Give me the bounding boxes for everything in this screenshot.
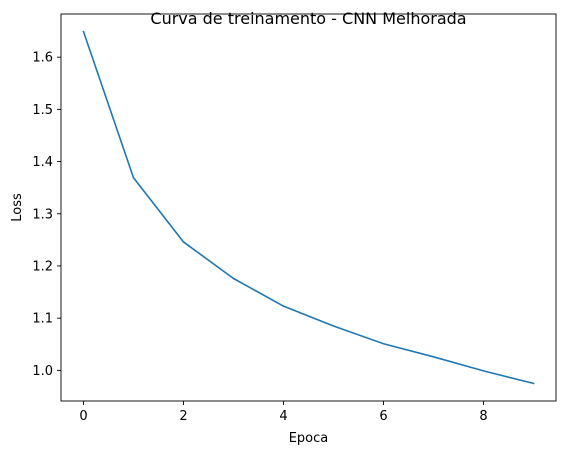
tick-group: 0 2 4 6 8 1.0 1.1 1.2 1.3 1.4 1.5 1.6 (32, 51, 487, 424)
x-tick-label: 4 (279, 409, 287, 424)
data-point (532, 382, 535, 385)
x-tick-label: 2 (179, 409, 187, 424)
y-tick-label: 1.0 (32, 364, 53, 379)
data-point-group (82, 30, 535, 385)
y-tick-label: 1.4 (32, 155, 53, 170)
y-tick-label: 1.2 (32, 259, 53, 274)
data-point (332, 325, 335, 327)
data-point (482, 370, 485, 372)
data-point (132, 176, 135, 179)
data-point (182, 241, 185, 243)
y-tick-label: 1.1 (32, 312, 53, 327)
plot-frame (60, 13, 557, 402)
x-tick-label: 6 (379, 409, 387, 424)
x-axis-label: Epoca (289, 431, 329, 446)
y-tick-label: 1.5 (32, 103, 53, 118)
data-point (382, 342, 385, 345)
x-tick-label: 0 (79, 409, 87, 424)
y-axis-label: Loss (10, 193, 25, 222)
data-point (282, 305, 285, 307)
y-tick-label: 1.3 (32, 207, 53, 222)
y-tick-label: 1.6 (32, 51, 53, 66)
data-point (232, 277, 235, 280)
x-tick-label: 8 (479, 409, 487, 424)
chart-title: Curva de treinamento - CNN Melhorada (150, 9, 466, 28)
series-line (82, 30, 535, 385)
data-point (82, 30, 85, 33)
data-point (432, 355, 435, 358)
